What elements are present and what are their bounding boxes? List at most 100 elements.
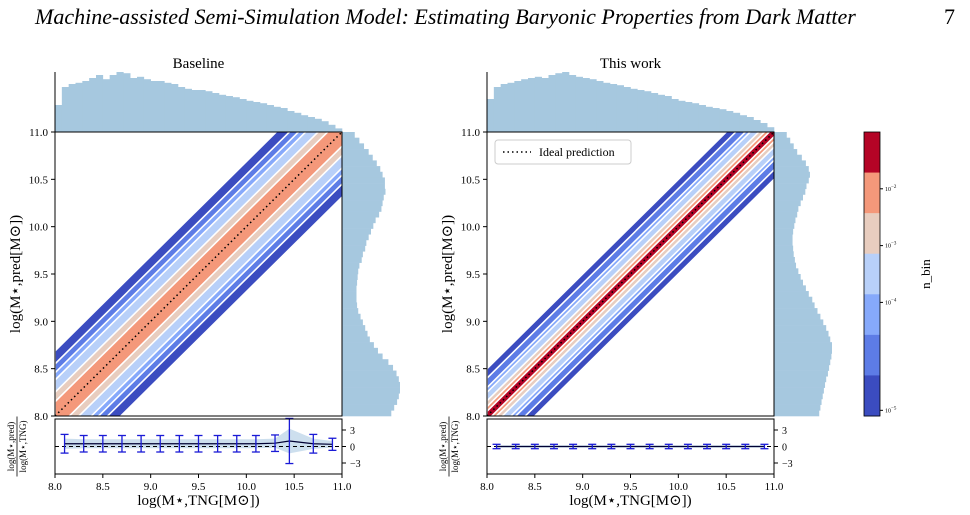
right-histogram-bar bbox=[774, 342, 832, 349]
top-histogram-bar bbox=[528, 78, 536, 132]
colorbar-segment bbox=[864, 375, 880, 417]
right-histogram-bar bbox=[774, 211, 798, 218]
y-tick-label: 8.5 bbox=[34, 364, 48, 376]
top-histogram-bar bbox=[569, 75, 577, 132]
right-histogram-bar bbox=[342, 381, 400, 388]
right-histogram-bar bbox=[342, 234, 369, 241]
right-histogram-bar bbox=[774, 177, 809, 184]
contour-level-6 bbox=[487, 132, 774, 416]
right-histogram-bar bbox=[342, 376, 399, 383]
x-tick-label: 9.0 bbox=[576, 481, 590, 493]
top-histogram-bar bbox=[102, 79, 110, 132]
right-histogram-bar bbox=[774, 381, 826, 388]
right-histogram-bar bbox=[342, 188, 386, 195]
top-histogram-bar bbox=[143, 79, 151, 132]
right-histogram-bar bbox=[774, 132, 787, 138]
contour-density bbox=[487, 132, 774, 416]
right-histogram-bar bbox=[774, 268, 799, 275]
right-histogram-bar bbox=[774, 234, 793, 241]
top-histogram-bar bbox=[55, 105, 63, 132]
top-histogram-bar bbox=[548, 75, 556, 132]
right-histogram-bar bbox=[342, 228, 371, 235]
x-tick-label: 8.0 bbox=[48, 481, 62, 493]
right-histogram-bar bbox=[342, 279, 358, 286]
top-histogram-bar bbox=[651, 93, 659, 132]
top-histogram-bar bbox=[219, 94, 227, 132]
top-histogram-bar bbox=[75, 82, 83, 132]
y-tick-label: 10.0 bbox=[461, 222, 481, 234]
right-histogram-bar bbox=[342, 132, 355, 138]
top-histogram-bar bbox=[205, 91, 213, 132]
right-histogram-bar bbox=[342, 325, 366, 332]
right-histogram-bar bbox=[342, 387, 400, 394]
right-histogram-bar bbox=[774, 285, 806, 292]
right-histogram-bar bbox=[774, 228, 794, 235]
y-axis-label: log(M⋆,pred[M⊙]) bbox=[440, 215, 456, 333]
chart-title: This work bbox=[600, 56, 662, 72]
right-histogram-bar bbox=[774, 200, 801, 207]
chart-panel-2: This work 8.0 8.5 9.0 9.5 10.0 10.5 11.0 log(M⋆,… bbox=[438, 56, 832, 509]
right-histogram-bar bbox=[774, 319, 824, 326]
residual-y-tick-label: 3 bbox=[350, 426, 355, 437]
right-histogram-bar bbox=[342, 194, 384, 201]
top-histogram-bar bbox=[178, 87, 186, 132]
right-histogram-bar bbox=[774, 296, 813, 303]
x-tick-label: 10.0 bbox=[237, 481, 257, 493]
colorbar-label: n_bin bbox=[918, 259, 933, 289]
top-histogram-bar bbox=[685, 102, 693, 132]
residual-y-tick-label: 0 bbox=[782, 443, 787, 454]
residual-y-tick-label: −3 bbox=[782, 459, 793, 470]
y-tick-label: 8.0 bbox=[466, 411, 480, 423]
y-axis-label: log(M⋆,pred[M⊙]) bbox=[8, 215, 24, 333]
right-histogram-bar bbox=[342, 410, 392, 417]
top-histogram-bar bbox=[116, 72, 124, 132]
top-histogram-bar bbox=[61, 87, 69, 132]
top-histogram-bar bbox=[157, 81, 165, 132]
residual-y-label: log(M⋆,pred) log(M⋆,TNG) bbox=[438, 416, 460, 477]
top-histogram-bar bbox=[630, 88, 638, 132]
right-histogram-bar bbox=[342, 285, 357, 292]
right-histogram-bar bbox=[342, 296, 357, 303]
x-tick-label: 9.5 bbox=[192, 481, 206, 493]
x-tick-label: 8.5 bbox=[96, 481, 110, 493]
right-histogram-bar bbox=[774, 256, 795, 263]
top-histogram-bar bbox=[562, 72, 570, 132]
top-histogram-bar bbox=[521, 79, 529, 132]
right-histogram-bar bbox=[774, 387, 824, 394]
top-histogram-bar bbox=[301, 115, 309, 132]
residual-y-tick-label: 0 bbox=[350, 443, 355, 454]
right-histogram-bar bbox=[342, 319, 363, 326]
x-tick-label: 8.0 bbox=[480, 481, 494, 493]
right-histogram-bar bbox=[774, 274, 801, 280]
right-histogram-bar bbox=[774, 194, 803, 201]
y-tick-label: 10.0 bbox=[29, 222, 49, 234]
right-histogram-bar bbox=[342, 217, 376, 224]
residual-y-tick-label: −3 bbox=[350, 459, 361, 470]
right-histogram-bar bbox=[342, 274, 358, 280]
top-histogram-bar bbox=[596, 81, 604, 132]
top-histogram-bar bbox=[644, 91, 652, 132]
top-histogram-bar bbox=[82, 81, 90, 132]
residual-y-tick-label: 3 bbox=[782, 426, 787, 437]
right-histogram-bar bbox=[774, 217, 796, 224]
top-histogram-bar bbox=[610, 84, 618, 132]
top-histogram-bar bbox=[150, 81, 158, 132]
x-tick-label: 11.0 bbox=[333, 481, 352, 493]
right-histogram-bar bbox=[342, 291, 357, 298]
right-histogram-bar bbox=[342, 347, 378, 354]
right-histogram-bar bbox=[774, 279, 803, 286]
right-histogram-bar bbox=[774, 171, 810, 178]
right-histogram-bar bbox=[342, 222, 374, 229]
x-tick-label: 11.0 bbox=[765, 481, 784, 493]
right-histogram-bar bbox=[342, 336, 370, 343]
right-histogram-bar bbox=[774, 302, 815, 309]
top-histogram-bar bbox=[260, 103, 268, 132]
top-histogram-bar bbox=[712, 108, 720, 132]
top-histogram-bar bbox=[253, 102, 261, 132]
top-histogram-bar bbox=[726, 111, 734, 132]
x-axis-label: log(M⋆,TNG[M⊙]) bbox=[137, 493, 259, 509]
top-histogram-bar bbox=[89, 78, 97, 132]
top-histogram-bar bbox=[487, 99, 495, 132]
y-tick-label: 9.5 bbox=[466, 269, 480, 281]
top-histogram-bar bbox=[705, 106, 713, 132]
